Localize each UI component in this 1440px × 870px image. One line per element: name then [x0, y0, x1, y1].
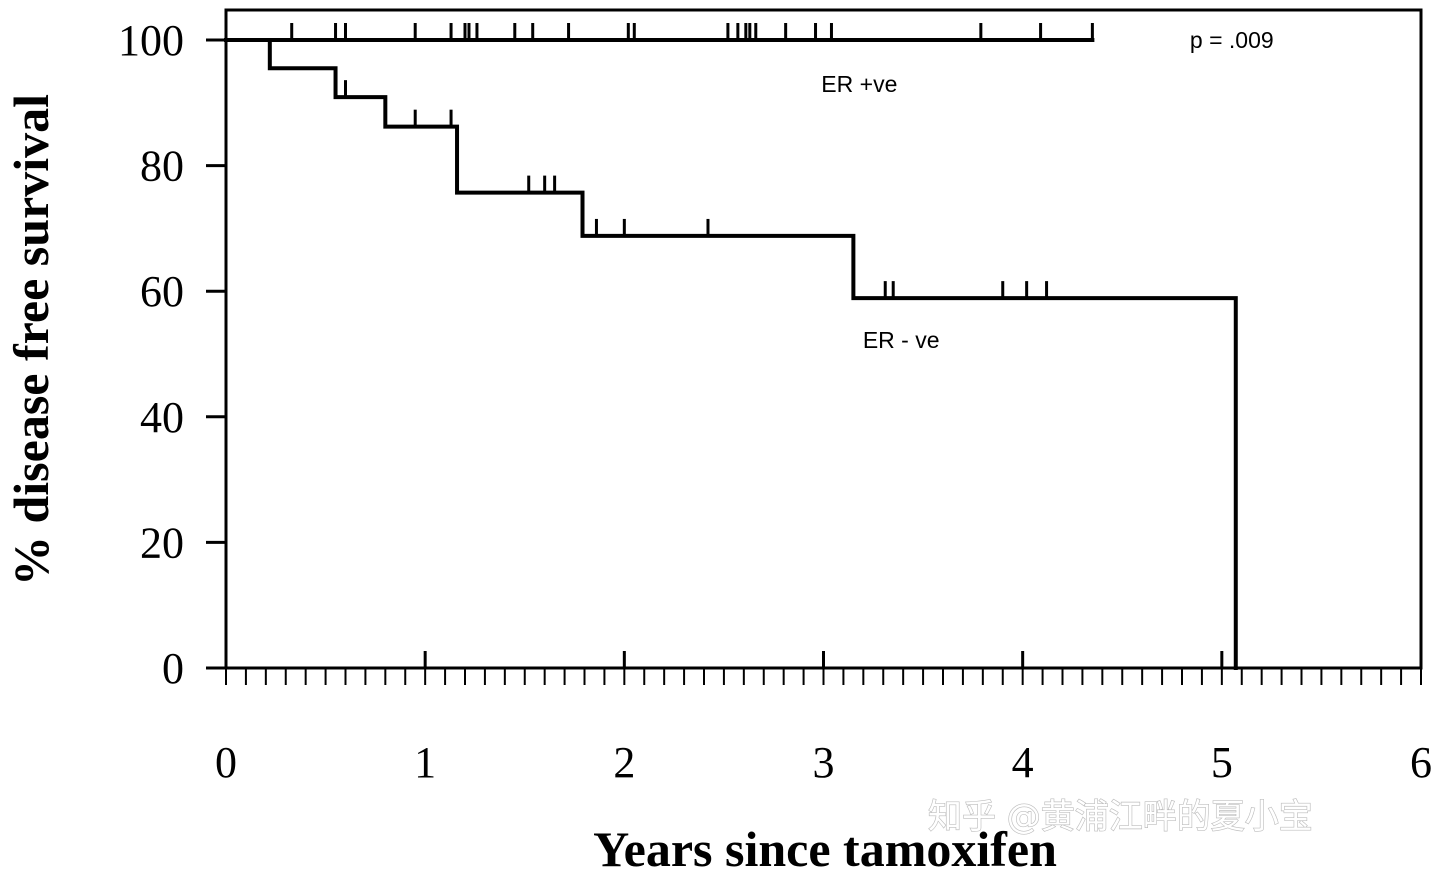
y-tick-label: 80	[140, 142, 184, 191]
x-tick-label: 5	[1211, 738, 1233, 787]
watermark-text: 知乎 @黄浦江畔的夏小宝	[928, 797, 1313, 837]
x-tick-label: 2	[613, 738, 635, 787]
survival-curves	[224, 38, 1238, 670]
annotation-label: ER - ve	[863, 327, 940, 353]
censor-marks	[290, 23, 1094, 299]
y-tick-label: 0	[162, 644, 184, 693]
x-tick-label: 4	[1012, 738, 1034, 787]
y-tick-label: 20	[140, 518, 184, 567]
annotation-label: p = .009	[1190, 27, 1274, 53]
y-tick-label: 40	[140, 393, 184, 442]
y-axis-title: % disease free survival	[3, 94, 59, 586]
x-axis-title: Years since tamoxifen	[593, 821, 1057, 870]
y-tick-label: 100	[118, 16, 184, 65]
annotations: p = .009 ER +ve ER - ve	[821, 27, 1273, 353]
x-tick-label: 0	[215, 738, 237, 787]
y-tick-label: 60	[140, 267, 184, 316]
survival-curve-er-negative	[224, 38, 1238, 670]
axis-ticks	[206, 38, 1423, 685]
x-tick-label: 1	[414, 738, 436, 787]
x-tick-label: 6	[1410, 738, 1432, 787]
annotation-label: ER +ve	[821, 71, 897, 97]
x-tick-label: 3	[813, 738, 835, 787]
